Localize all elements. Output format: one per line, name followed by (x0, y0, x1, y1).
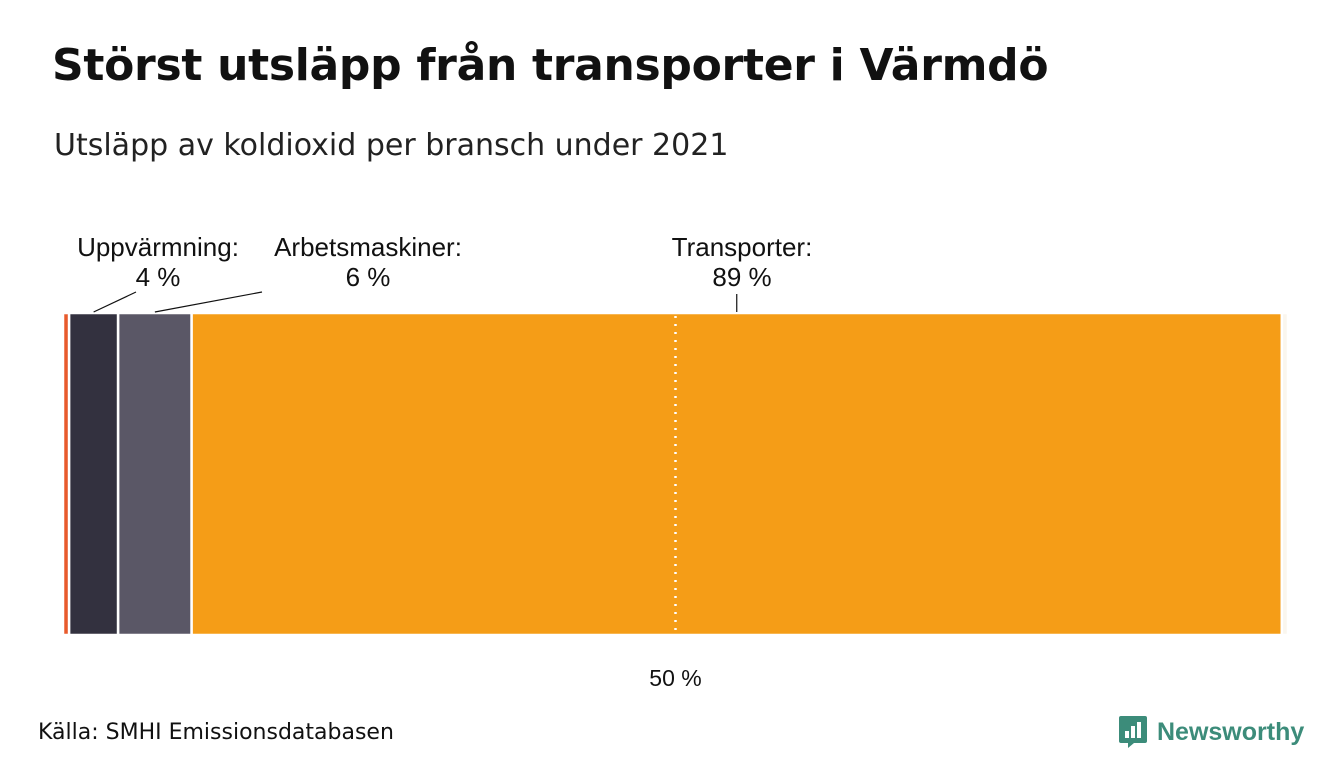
chart-subtitle: Utsläpp av koldioxid per bransch under 2… (54, 128, 729, 163)
leader-line (154, 291, 263, 313)
bar-segment (190, 311, 1284, 637)
segment-value-label: 6 % (346, 262, 391, 292)
newsworthy-logo-icon (1119, 716, 1147, 748)
brand-name: Newsworthy (1157, 717, 1305, 746)
source-note: Källa: SMHI Emissionsdatabasen (38, 720, 394, 745)
bar-segment (116, 311, 193, 637)
stacked-bar-chart: Uppvärmning:4 % Arbetsmaskiner:6 % Transpo… (61, 232, 1290, 691)
segment-category-label: Arbetsmaskiner: (274, 232, 462, 262)
segment-category-label: Transporter: (672, 232, 813, 262)
segment-category-label: Uppvärmning: (77, 232, 239, 262)
bar-segment (1280, 311, 1290, 637)
bar-segment (67, 311, 120, 637)
chart-title: Störst utsläpp från transporter i Värmdö (52, 40, 1049, 91)
segment-value-label: 89 % (712, 262, 771, 292)
leader-line (93, 291, 137, 313)
reference-line-label: 50 % (649, 665, 701, 691)
segment-value-label: 4 % (136, 262, 181, 292)
brand-logo: Newsworthy (1118, 712, 1304, 752)
